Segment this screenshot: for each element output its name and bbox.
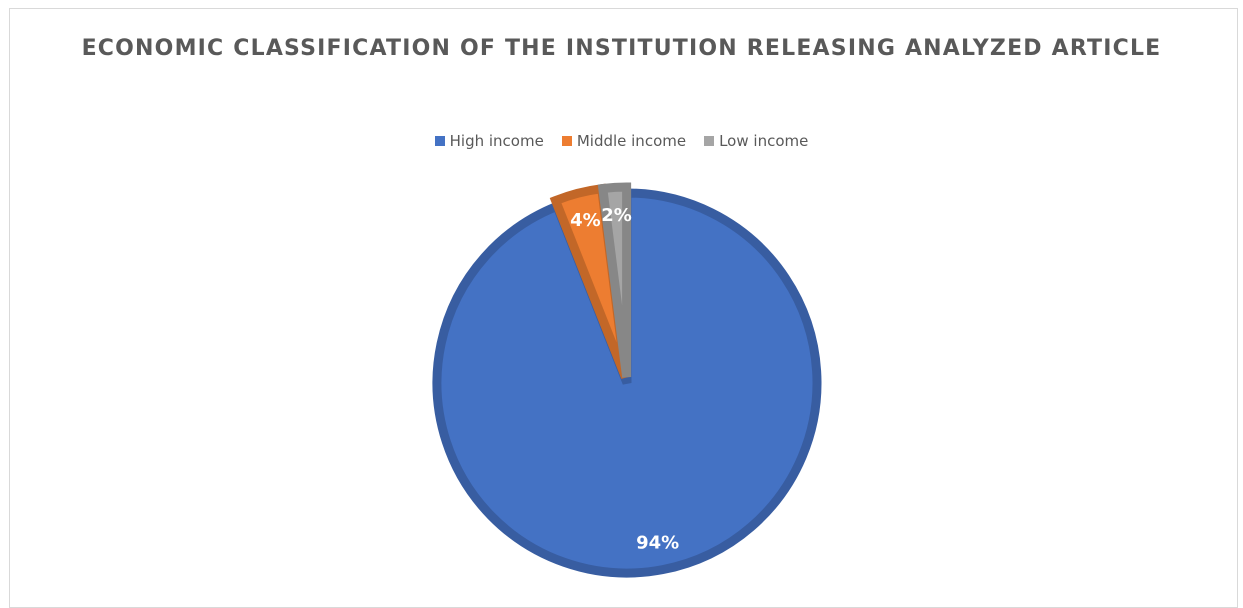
pie-slices	[437, 187, 817, 573]
data-label-low-income: 2%	[601, 205, 632, 226]
data-label-middle-income: 4%	[570, 210, 601, 231]
data-label-high-income: 94%	[636, 533, 679, 554]
